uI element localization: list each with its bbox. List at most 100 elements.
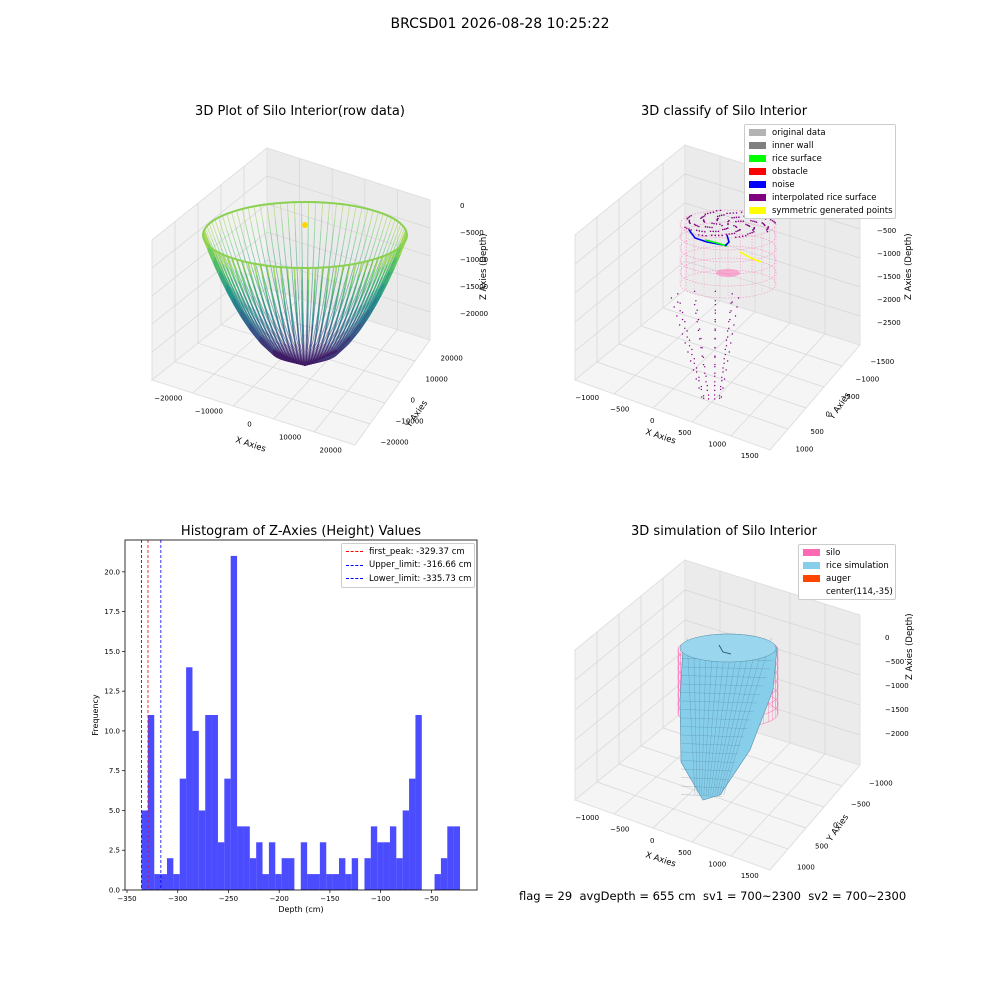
surface-line [312,308,316,325]
surface-line [311,276,313,293]
interpolated-rice-point [734,315,737,317]
surface-line [358,207,363,223]
interpolated-rice-point [714,384,716,387]
surface-line [388,256,397,271]
interpolated-rice-point [698,225,700,228]
surface-line [319,231,322,247]
interpolated-rice-point [722,367,724,369]
interpolated-rice-point [721,376,723,378]
simulation-legend: silo rice simulation auger center(114,-3… [798,544,896,600]
surface-line [323,300,327,312]
interpolated-rice-point [730,310,732,312]
surface-line [290,324,296,343]
interpolated-rice-point [721,380,723,382]
interpolated-rice-point [714,321,716,323]
y-tick-label: 0 [833,822,837,830]
surface-line [340,308,346,321]
interpolated-rice-point [732,212,735,214]
surface-line [351,301,361,317]
interpolated-rice-point [710,234,713,237]
z-tick-label: −1500 [877,273,901,281]
histogram-bar [453,826,461,890]
surface-line [374,267,380,281]
histogram-plot[interactable]: −350 −300 −250 −200 −150 −100 −50 0.0 2.5 5.0 7.5… [80,535,490,920]
interpolated-rice-point [701,396,703,398]
surface-line [256,251,262,266]
figure-title: BRCSD01 2026-08-28 10:25:22 [390,16,610,32]
interpolated-rice-point [700,388,702,391]
surface-line [372,278,380,293]
mesh-line [693,637,698,796]
y-tick-label: 20000 [441,355,463,363]
simulation-3d-plot[interactable]: X Axies Y Axies Z Axies (Depth) −1000 −50… [555,550,915,885]
surface-line [252,283,260,299]
surface-line [326,262,330,278]
raw-3d-plot[interactable]: X Axies Y Axies Z Axies (Depth) −20000 −1… [130,130,490,470]
surface-line [348,296,354,309]
surface-line [272,299,277,311]
surface-line [276,232,280,248]
interpolated-rice-point [695,367,698,369]
surface-line [213,256,222,271]
interpolated-rice-point [750,219,752,222]
surface-line [231,211,236,227]
interpolated-rice-point [767,226,770,228]
interpolated-rice-point [714,303,717,306]
interpolated-rice-point [714,381,716,383]
grid-line [684,231,861,288]
surface-line [352,267,359,283]
chart-title: Histogram of Z-Axies (Height) Values [180,524,422,539]
interpolated-rice-point [698,387,700,389]
interpolated-rice-point [687,216,690,219]
histogram-bar [313,874,320,890]
surface-line [269,329,281,346]
grid-line [174,361,371,425]
surface-line [235,293,244,308]
surface-line [260,335,274,351]
surface-line [286,202,289,218]
interpolated-rice-point [708,226,711,229]
surface-line [365,256,371,271]
interpolated-rice-point [704,230,706,233]
interpolated-rice-point [745,223,747,226]
interpolated-rice-point [724,348,726,351]
surface-line [204,227,211,242]
surface-line [238,240,245,255]
surface-line [252,319,263,335]
surface-line [358,262,363,275]
x-tick-label: −300 [168,895,187,903]
rice-top-surface [679,633,777,663]
surface-line [276,327,286,344]
surface-line [331,330,345,347]
histogram-bar [338,858,346,890]
interpolated-rice-point [696,309,698,311]
surface-line [234,226,240,241]
y-tick-label: 7.5 [109,767,120,775]
interpolated-rice-point [731,217,733,219]
surface-line [356,269,363,284]
surface-line [214,219,220,234]
interpolated-rice-point [712,211,715,214]
interpolated-rice-point [700,346,702,349]
surface-line [312,246,315,262]
legend-lower-limit: Lower_limit: -335.73 cm [342,572,474,586]
grid-line [662,307,843,367]
legend-obstacle: obstacle [745,165,895,178]
interpolated-rice-point [714,347,716,349]
surface-line [346,318,357,334]
interpolated-rice-point [718,397,721,399]
interpolated-rice-point [702,397,705,399]
surface-line [251,295,258,308]
surface-line [268,295,275,312]
interpolated-rice-point [742,220,745,222]
interpolated-rice-point [693,362,695,364]
interpolated-rice-point [735,220,737,223]
surface-line [283,247,287,263]
interpolated-rice-point [705,375,707,377]
obstacle-area [716,269,740,277]
legend-rice-simulation: rice simulation [799,559,895,572]
interpolated-rice-point [706,212,709,215]
surface-line [248,237,253,253]
surface-line [390,237,397,252]
x-tick-label: −250 [219,895,238,903]
